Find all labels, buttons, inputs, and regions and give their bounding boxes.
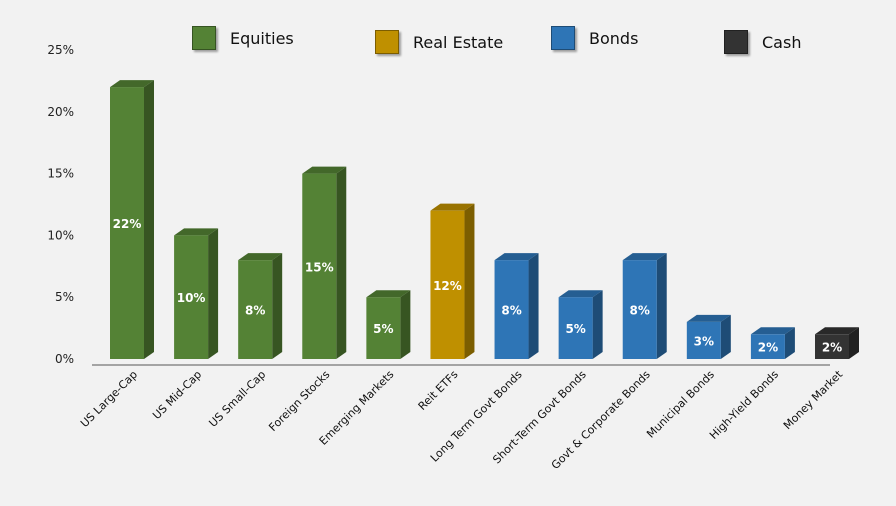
bar-high-yield-bonds: 2% xyxy=(750,327,795,359)
bar-side xyxy=(336,166,347,359)
bar-emerging-markets: 5% xyxy=(366,290,411,359)
x-category-label: Foreign Stocks xyxy=(266,368,332,434)
bar-front xyxy=(174,235,209,359)
bar-value-label: 2% xyxy=(758,341,778,355)
bars: 22% 10% 8% 15% 5% 12% 8% 5% 8% 3% 2% 2% xyxy=(110,80,859,359)
x-category-label: US Large-Cap xyxy=(78,368,140,430)
bar-top xyxy=(686,314,731,322)
y-axis: 0% 5% 10% 15% 20% 25% xyxy=(47,43,830,366)
bar-top xyxy=(622,253,667,261)
x-category-label: US Small-Cap xyxy=(206,368,268,430)
bar-front xyxy=(302,173,337,359)
legend-swatch xyxy=(551,26,575,50)
y-tick-label: 15% xyxy=(47,167,74,181)
bar-front xyxy=(110,87,144,359)
legend-swatch xyxy=(724,30,748,54)
bar-side xyxy=(464,203,475,359)
bar-front xyxy=(494,260,529,359)
bar-foreign-stocks: 15% xyxy=(302,166,347,359)
bar-govt-corporate-bonds: 8% xyxy=(622,253,667,359)
bar-value-label: 5% xyxy=(565,322,585,336)
bar-side xyxy=(272,253,283,359)
bar-long-term-govt-bonds: 8% xyxy=(494,253,539,359)
bar-reit-etfs: 12% xyxy=(430,203,475,359)
bar-side xyxy=(656,253,667,359)
x-category-label: Money Market xyxy=(781,367,846,432)
bar-value-label: 8% xyxy=(630,304,650,318)
legend-item-equities: Equities xyxy=(192,26,294,50)
y-tick-label: 20% xyxy=(47,105,74,119)
y-tick-label: 25% xyxy=(47,43,74,57)
bar-side xyxy=(144,80,154,359)
legend-item-bonds: Bonds xyxy=(551,26,638,50)
legend-label: Bonds xyxy=(589,28,639,48)
bar-top xyxy=(558,290,603,298)
legend-swatch xyxy=(375,30,399,54)
y-tick-label: 10% xyxy=(47,228,74,242)
bar-value-label: 8% xyxy=(501,304,521,318)
bar-value-label: 15% xyxy=(305,260,334,274)
bar-front xyxy=(558,297,593,359)
bar-us-mid-cap: 10% xyxy=(174,228,219,359)
legend-label: Cash xyxy=(762,32,802,52)
bar-front xyxy=(750,334,785,359)
bar-side xyxy=(592,290,603,359)
bar-side xyxy=(784,327,795,359)
bar-side xyxy=(720,314,731,359)
legend-label: Real Estate xyxy=(413,32,504,52)
bar-us-small-cap: 8% xyxy=(238,253,283,359)
bar-value-label: 8% xyxy=(245,304,265,318)
bar-municipal-bonds: 3% xyxy=(686,314,731,359)
bar-front xyxy=(366,297,401,359)
bar-top xyxy=(110,80,154,88)
legend-item-cash: Cash xyxy=(724,30,801,54)
bar-short-term-govt-bonds: 5% xyxy=(558,290,603,359)
bar-side xyxy=(400,290,411,359)
x-category-label: High-Yield Bonds xyxy=(707,368,781,442)
bar-value-label: 10% xyxy=(177,291,206,305)
bar-money-market: 2% xyxy=(815,327,859,359)
bar-value-label: 12% xyxy=(433,279,462,293)
bar-top xyxy=(494,253,539,261)
bar-front xyxy=(622,260,657,359)
bar-value-label: 5% xyxy=(373,322,393,336)
x-axis-labels: US Large-Cap US Mid-Cap US Small-CapForeig… xyxy=(78,367,846,472)
bar-top xyxy=(750,327,795,335)
bar-value-label: 22% xyxy=(113,217,142,231)
bar-us-large-cap: 22% xyxy=(110,80,154,359)
y-tick-label: 5% xyxy=(55,290,74,304)
bar-top xyxy=(174,228,219,236)
bar-value-label: 3% xyxy=(694,334,714,348)
legend: Equities Real Estate Bonds Cash xyxy=(0,24,896,64)
x-category-label: US Mid-Cap xyxy=(150,368,204,422)
bar-value-label: 2% xyxy=(822,341,842,355)
bar-side xyxy=(849,327,859,359)
y-tick-label: 0% xyxy=(55,352,74,366)
x-category-label: Reit ETFs xyxy=(416,368,461,413)
legend-label: Equities xyxy=(230,28,294,48)
legend-swatch xyxy=(192,26,216,50)
bar-front xyxy=(686,321,721,359)
x-category-label: Municipal Bonds xyxy=(644,368,717,441)
bar-side xyxy=(208,228,219,359)
bar-front xyxy=(815,334,849,359)
bar-front xyxy=(238,260,273,359)
bar-side xyxy=(528,253,539,359)
bar-top xyxy=(430,203,475,211)
legend-item-real-estate: Real Estate xyxy=(375,30,503,54)
bar-top xyxy=(815,327,859,335)
bar-top xyxy=(366,290,411,298)
bar-top xyxy=(302,166,347,174)
bar-top xyxy=(238,253,283,261)
bar-front xyxy=(430,210,465,359)
